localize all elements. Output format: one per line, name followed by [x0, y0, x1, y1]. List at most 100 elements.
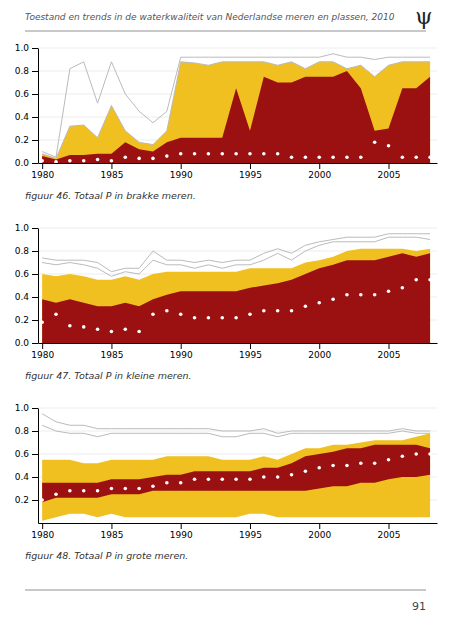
dot	[54, 160, 58, 163]
tick-label: 1990	[170, 170, 193, 180]
dot	[220, 478, 224, 482]
y-tick: 0.2	[15, 495, 38, 505]
tick-label: 1980	[31, 170, 54, 180]
tick-mark	[250, 343, 251, 349]
dot	[428, 278, 432, 282]
tick-mark	[32, 408, 38, 409]
dot	[262, 152, 266, 156]
x-tick: 2005	[378, 523, 401, 540]
x-tick: 1980	[31, 523, 54, 540]
dot	[179, 312, 183, 316]
axis-line	[39, 163, 438, 164]
y-tick: 0.8	[15, 426, 38, 436]
page-title: Toestand en trends in de waterkwaliteit …	[25, 12, 395, 22]
dot	[387, 289, 391, 293]
tick-label: 1990	[170, 350, 193, 360]
dot	[317, 301, 321, 305]
y-tick: 0.4	[15, 112, 38, 122]
dot	[290, 155, 294, 159]
line	[42, 414, 430, 434]
tick-label: 0.4	[15, 472, 30, 482]
dot	[345, 293, 349, 297]
tick-label: 1985	[100, 170, 123, 180]
dot	[123, 155, 127, 159]
line	[42, 234, 430, 272]
dot	[193, 478, 197, 482]
tick-label: 0.6	[15, 89, 30, 99]
dot	[373, 461, 377, 465]
tick-label: 1.0	[15, 223, 30, 233]
tick-label: 1995	[239, 350, 262, 360]
grid-line	[38, 48, 437, 49]
tick-label: 0.0	[15, 158, 30, 168]
tick-label: 1995	[239, 170, 262, 180]
dot	[193, 152, 197, 156]
dot	[96, 489, 100, 493]
x-tick: 1990	[170, 523, 193, 540]
dot	[345, 464, 349, 468]
caption: figuur 48. Totaal P in grote meren.	[25, 550, 188, 561]
tick-label: 0.2	[15, 495, 29, 505]
y-tick: 0.2	[15, 315, 38, 325]
dot	[276, 309, 280, 313]
x-axis: 198019851990199520002005	[31, 343, 437, 360]
tick-mark	[32, 117, 38, 118]
dot	[234, 478, 238, 482]
tick-label: 1995	[239, 530, 262, 540]
tick-mark	[32, 343, 38, 344]
dot	[179, 481, 183, 485]
dot	[207, 478, 211, 482]
dot	[317, 155, 321, 159]
tick-mark	[42, 343, 43, 349]
dot	[40, 159, 44, 163]
tick-label: 1.0	[15, 403, 30, 413]
dot	[123, 327, 127, 331]
tick-label: 0.8	[15, 246, 30, 256]
tick-label: 1985	[100, 350, 123, 360]
tick-mark	[32, 228, 38, 229]
x-tick: 1990	[170, 343, 193, 360]
dot	[96, 327, 100, 331]
tick-mark	[32, 431, 38, 432]
dot	[331, 298, 335, 302]
dot	[82, 325, 86, 329]
dot	[387, 458, 391, 462]
tick-mark	[250, 523, 251, 529]
x-tick: 2000	[308, 523, 331, 540]
dot	[151, 157, 155, 161]
dot	[276, 475, 280, 479]
x-tick: 1990	[170, 163, 193, 180]
dot	[414, 155, 418, 159]
dot	[248, 152, 252, 156]
dot	[220, 316, 224, 320]
y-axis: 0.00.20.40.60.81.0	[15, 223, 39, 348]
dot	[165, 154, 169, 158]
tick-mark	[32, 48, 38, 49]
tick-label: 0.8	[15, 66, 30, 76]
y-tick: 0.8	[15, 246, 38, 256]
tick-mark	[181, 343, 182, 349]
tick-label: 2000	[308, 350, 331, 360]
tick-label: 1990	[170, 530, 193, 540]
tick-label: 1980	[31, 350, 54, 360]
dot	[331, 155, 335, 159]
tick-mark	[42, 523, 43, 529]
tick-mark	[32, 163, 38, 164]
dot	[54, 312, 58, 316]
tick-mark	[319, 163, 320, 169]
y-tick: 0.4	[15, 472, 38, 482]
band	[42, 445, 430, 503]
y-tick: 1.0	[15, 223, 38, 233]
caption: figuur 47. Totaal P in kleine meren.	[25, 370, 192, 381]
axis-line	[38, 229, 39, 344]
tick-mark	[32, 297, 38, 298]
dot	[68, 489, 72, 493]
tick-label: 0.4	[15, 112, 30, 122]
band	[42, 71, 430, 163]
tick-mark	[32, 274, 38, 275]
y-tick: 0.4	[15, 292, 38, 302]
plot-area	[40, 414, 432, 521]
tick-mark	[32, 320, 38, 321]
footer-rule	[25, 590, 426, 591]
y-tick: 0.6	[15, 89, 38, 99]
